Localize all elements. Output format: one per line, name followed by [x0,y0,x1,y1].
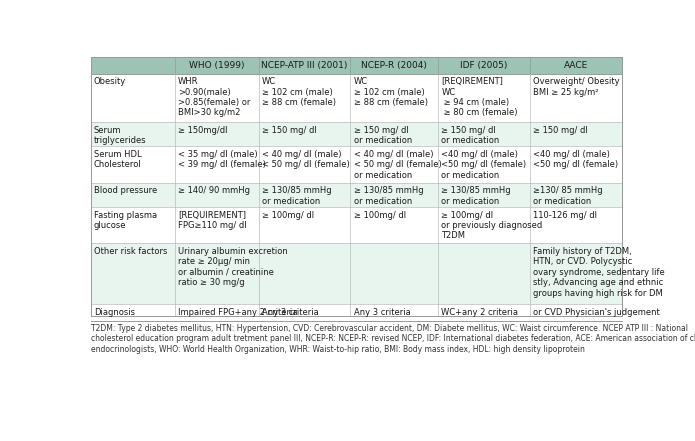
Text: ≥ 100mg/ dl: ≥ 100mg/ dl [354,210,406,220]
Text: Family history of T2DM,
HTN, or CVD. Polycystic
ovary syndrome, sedentary life
s: Family history of T2DM, HTN, or CVD. Pol… [533,247,665,298]
Text: IDF (2005): IDF (2005) [461,61,508,70]
Text: Serum
triglycerides: Serum triglycerides [94,126,147,145]
Bar [91,146,621,183]
Bar [91,74,621,122]
Text: ≥ 130/85 mmHg
or medication: ≥ 130/85 mmHg or medication [354,186,423,206]
Text: ≥ 150mg/dl: ≥ 150mg/dl [178,126,227,135]
Text: Fasting plasma
glucose: Fasting plasma glucose [94,210,157,230]
Text: ≥ 150 mg/ dl
or medication: ≥ 150 mg/ dl or medication [354,126,412,145]
Bar [91,243,621,304]
Bar [91,183,621,207]
Text: ≥ 150 mg/ dl: ≥ 150 mg/ dl [262,126,317,135]
Text: T2DM: Type 2 diabetes mellitus, HTN: Hypertension, CVD: Cerebrovascular accident: T2DM: Type 2 diabetes mellitus, HTN: Hyp… [91,324,695,354]
Bar [259,57,350,74]
Text: WC+any 2 criteria: WC+any 2 criteria [441,307,518,317]
Text: ≥ 130/85 mmHg
or medication: ≥ 130/85 mmHg or medication [262,186,332,206]
Text: <40 mg/ dl (male)
<50 mg/ dl (female)
or medication: <40 mg/ dl (male) <50 mg/ dl (female) or… [441,150,527,180]
Text: ≥ 150 mg/ dl: ≥ 150 mg/ dl [533,126,588,135]
Text: NCEP-ATP III (2001): NCEP-ATP III (2001) [261,61,348,70]
Text: Other risk factors: Other risk factors [94,247,167,256]
Text: ≥130/ 85 mmHg
or medication: ≥130/ 85 mmHg or medication [533,186,603,206]
Text: Any 3 criteria: Any 3 criteria [262,307,318,317]
Text: ≥ 100mg/ dl
or previously diagnosed
T2DM: ≥ 100mg/ dl or previously diagnosed T2DM [441,210,543,240]
Text: [REQUIREMENT]
FPG≥110 mg/ dl: [REQUIREMENT] FPG≥110 mg/ dl [178,210,247,230]
Text: <40 mg/ dl (male)
<50 mg/ dl (female): <40 mg/ dl (male) <50 mg/ dl (female) [533,150,618,169]
Bar [91,207,621,243]
Text: [REQIREMENT]
WC
 ≥ 94 cm (male)
 ≥ 80 cm (female): [REQIREMENT] WC ≥ 94 cm (male) ≥ 80 cm (… [441,77,518,117]
Text: Diagnosis: Diagnosis [94,307,135,317]
Text: NCEP-R (2004): NCEP-R (2004) [361,61,427,70]
Text: Serum HDL
Cholesterol: Serum HDL Cholesterol [94,150,142,169]
Text: < 40 mg/ dl (male)
< 50 mg/ dl (female): < 40 mg/ dl (male) < 50 mg/ dl (female) [262,150,350,169]
Text: Any 3 criteria: Any 3 criteria [354,307,410,317]
Text: Overweight/ Obesity
BMI ≥ 25 kg/m²: Overweight/ Obesity BMI ≥ 25 kg/m² [533,77,620,97]
Text: Obesity: Obesity [94,77,126,86]
Text: WHO (1999): WHO (1999) [189,61,245,70]
Text: ≥ 150 mg/ dl
or medication: ≥ 150 mg/ dl or medication [441,126,500,145]
Text: < 40 mg/ dl (male)
< 50 mg/ dl (female)
or medication: < 40 mg/ dl (male) < 50 mg/ dl (female) … [354,150,441,180]
Text: 110-126 mg/ dl: 110-126 mg/ dl [533,210,597,220]
Text: Urinary albumin excretion
rate ≥ 20μg/ min
or albumin / creatinine
ratio ≥ 30 mg: Urinary albumin excretion rate ≥ 20μg/ m… [178,247,288,287]
Text: AACE: AACE [564,61,588,70]
Text: WC
≥ 102 cm (male)
≥ 88 cm (female): WC ≥ 102 cm (male) ≥ 88 cm (female) [262,77,336,107]
Text: < 35 mg/ dl (male)
< 39 mg/ dl (female): < 35 mg/ dl (male) < 39 mg/ dl (female) [178,150,265,169]
Bar [91,122,621,146]
Text: ≥ 130/85 mmHg
or medication: ≥ 130/85 mmHg or medication [441,186,511,206]
Text: WC
≥ 102 cm (male)
≥ 88 cm (female): WC ≥ 102 cm (male) ≥ 88 cm (female) [354,77,427,107]
Text: or CVD Physician's judgement: or CVD Physician's judgement [533,307,660,317]
Bar [350,57,439,74]
Text: WHR
>0.90(male)
>0.85(female) or
BMI>30 kg/m2: WHR >0.90(male) >0.85(female) or BMI>30 … [178,77,250,117]
Bar [530,57,621,74]
Bar [91,57,174,74]
Text: Impaired FPG+any 2 criteria: Impaired FPG+any 2 criteria [178,307,297,317]
Text: Blood pressure: Blood pressure [94,186,157,195]
Text: ≥ 100mg/ dl: ≥ 100mg/ dl [262,210,314,220]
Bar [174,57,259,74]
Text: ≥ 140/ 90 mmHg: ≥ 140/ 90 mmHg [178,186,250,195]
Bar [91,304,621,316]
Bar [439,57,530,74]
